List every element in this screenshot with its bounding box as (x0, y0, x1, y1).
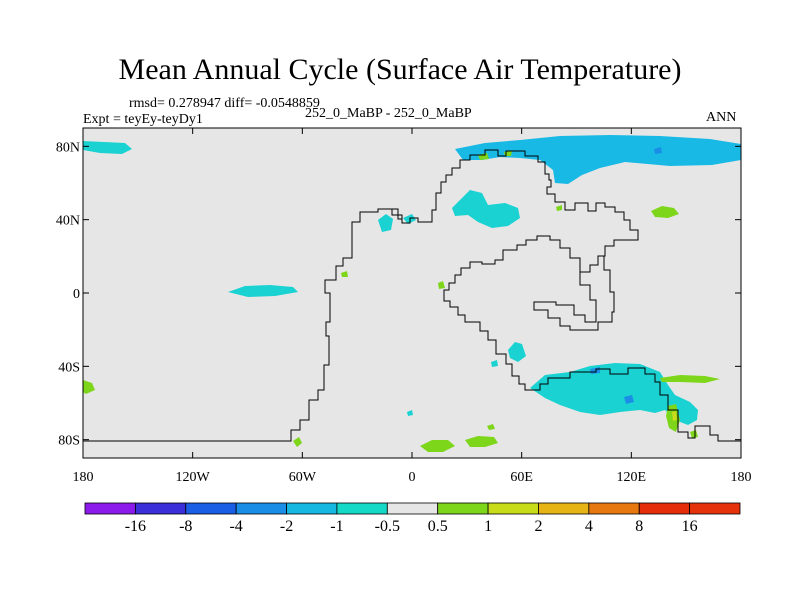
lon-tick-label: 60E (510, 470, 533, 485)
anomaly-south-coast-cyan (508, 342, 526, 362)
colorbar-segment (638, 502, 691, 515)
anomaly-europe-cyan (452, 190, 520, 228)
colorbar-segment (286, 502, 338, 515)
colorbar-label: -0.5 (374, 518, 400, 535)
colorbar-segment (386, 502, 439, 515)
pangaea-coastline (83, 149, 741, 442)
colorbar-label: -16 (124, 518, 147, 535)
colorbar-label: 1 (484, 518, 493, 535)
experiment-label: Expt = teyEy-teyDy1 (83, 112, 203, 127)
colorbar-label: 4 (584, 518, 593, 535)
colorbar-segment (235, 502, 287, 515)
anomaly-south-green-3 (690, 430, 698, 438)
anomaly-antarctic-green-4 (487, 424, 495, 430)
lon-tick-label: 0 (409, 470, 416, 485)
colorbar-segment (185, 502, 237, 515)
colorbar-label: 2 (534, 518, 543, 535)
colorbar-segment (689, 502, 741, 515)
anomaly-antarctic-green-2 (420, 440, 455, 452)
colorbar-label: 0.5 (427, 518, 448, 535)
anomaly-arctic-core (654, 147, 662, 154)
lon-tick-label: 120W (176, 470, 211, 485)
season-label: ANN (706, 110, 737, 125)
lat-tick-label: 80N (56, 140, 80, 155)
colorbar-label: 16 (681, 518, 698, 535)
colorbar-segment (487, 502, 539, 515)
anomaly-south-coast-cyan-2 (491, 360, 498, 367)
colorbar-segment (588, 502, 640, 515)
lat-tick-label: 40S (58, 360, 80, 375)
colorbar-segment (437, 502, 489, 515)
stats-label: rmsd= 0.278947 diff= -0.0548859 (129, 96, 320, 111)
colorbar-label: -1 (330, 518, 344, 535)
axis-ticks: 80N 40N 0 40S 80S 180 120W 60W 0 60E 120E 180 (56, 128, 752, 485)
anomaly-north-pacific (83, 141, 132, 154)
anomaly-west-basin-cyan (378, 214, 393, 232)
anomaly-east-green-2 (556, 205, 562, 211)
colorbar-label: -4 (229, 518, 243, 535)
inner-basin-coastline (533, 256, 615, 331)
colorbar-segment (538, 502, 590, 515)
anomaly-east-green (651, 206, 679, 218)
lat-tick-label: 0 (73, 287, 80, 302)
anomaly-equatorial-cyan (228, 285, 298, 297)
lon-tick-label: 180 (73, 470, 94, 485)
colorbar-label: -8 (179, 518, 193, 535)
colorbar-segment (84, 502, 136, 515)
anomaly-scatter-cyan (407, 410, 413, 416)
anomaly-southern-ocean-cyan (530, 363, 698, 425)
anomaly-south-yellow (672, 411, 677, 421)
anomaly-southern-ocean-blue (624, 395, 634, 404)
colorbar (84, 502, 741, 515)
colorbar-label: 8 (635, 518, 644, 535)
lon-tick-label: 180 (731, 470, 752, 485)
anomaly-antarctic-green-1 (293, 437, 302, 447)
colorbar-segment (336, 502, 388, 515)
colorbar-label: -2 (279, 518, 294, 535)
anomaly-equatorial-green (438, 281, 445, 289)
lat-tick-label: 80S (58, 434, 80, 449)
lon-tick-label: 120E (617, 470, 647, 485)
coastlines (83, 149, 741, 442)
anomaly-south-green (660, 375, 720, 383)
lat-tick-label: 40N (56, 214, 80, 229)
anomaly-antarctic-green-3 (465, 436, 498, 447)
anomaly-fields (83, 135, 741, 452)
plot-title: Mean Annual Cycle (Surface Air Temperatu… (118, 53, 682, 86)
subtitle-label: 252_0_MaBP - 252_0_MaBP (305, 106, 472, 121)
lon-tick-label: 60W (289, 470, 317, 485)
anomaly-west-ocean-green (83, 380, 95, 394)
anomaly-arctic-north (455, 135, 741, 184)
colorbar-segment (134, 502, 187, 515)
anomaly-central-green (341, 271, 348, 277)
north-inlet-coastline (392, 208, 402, 220)
